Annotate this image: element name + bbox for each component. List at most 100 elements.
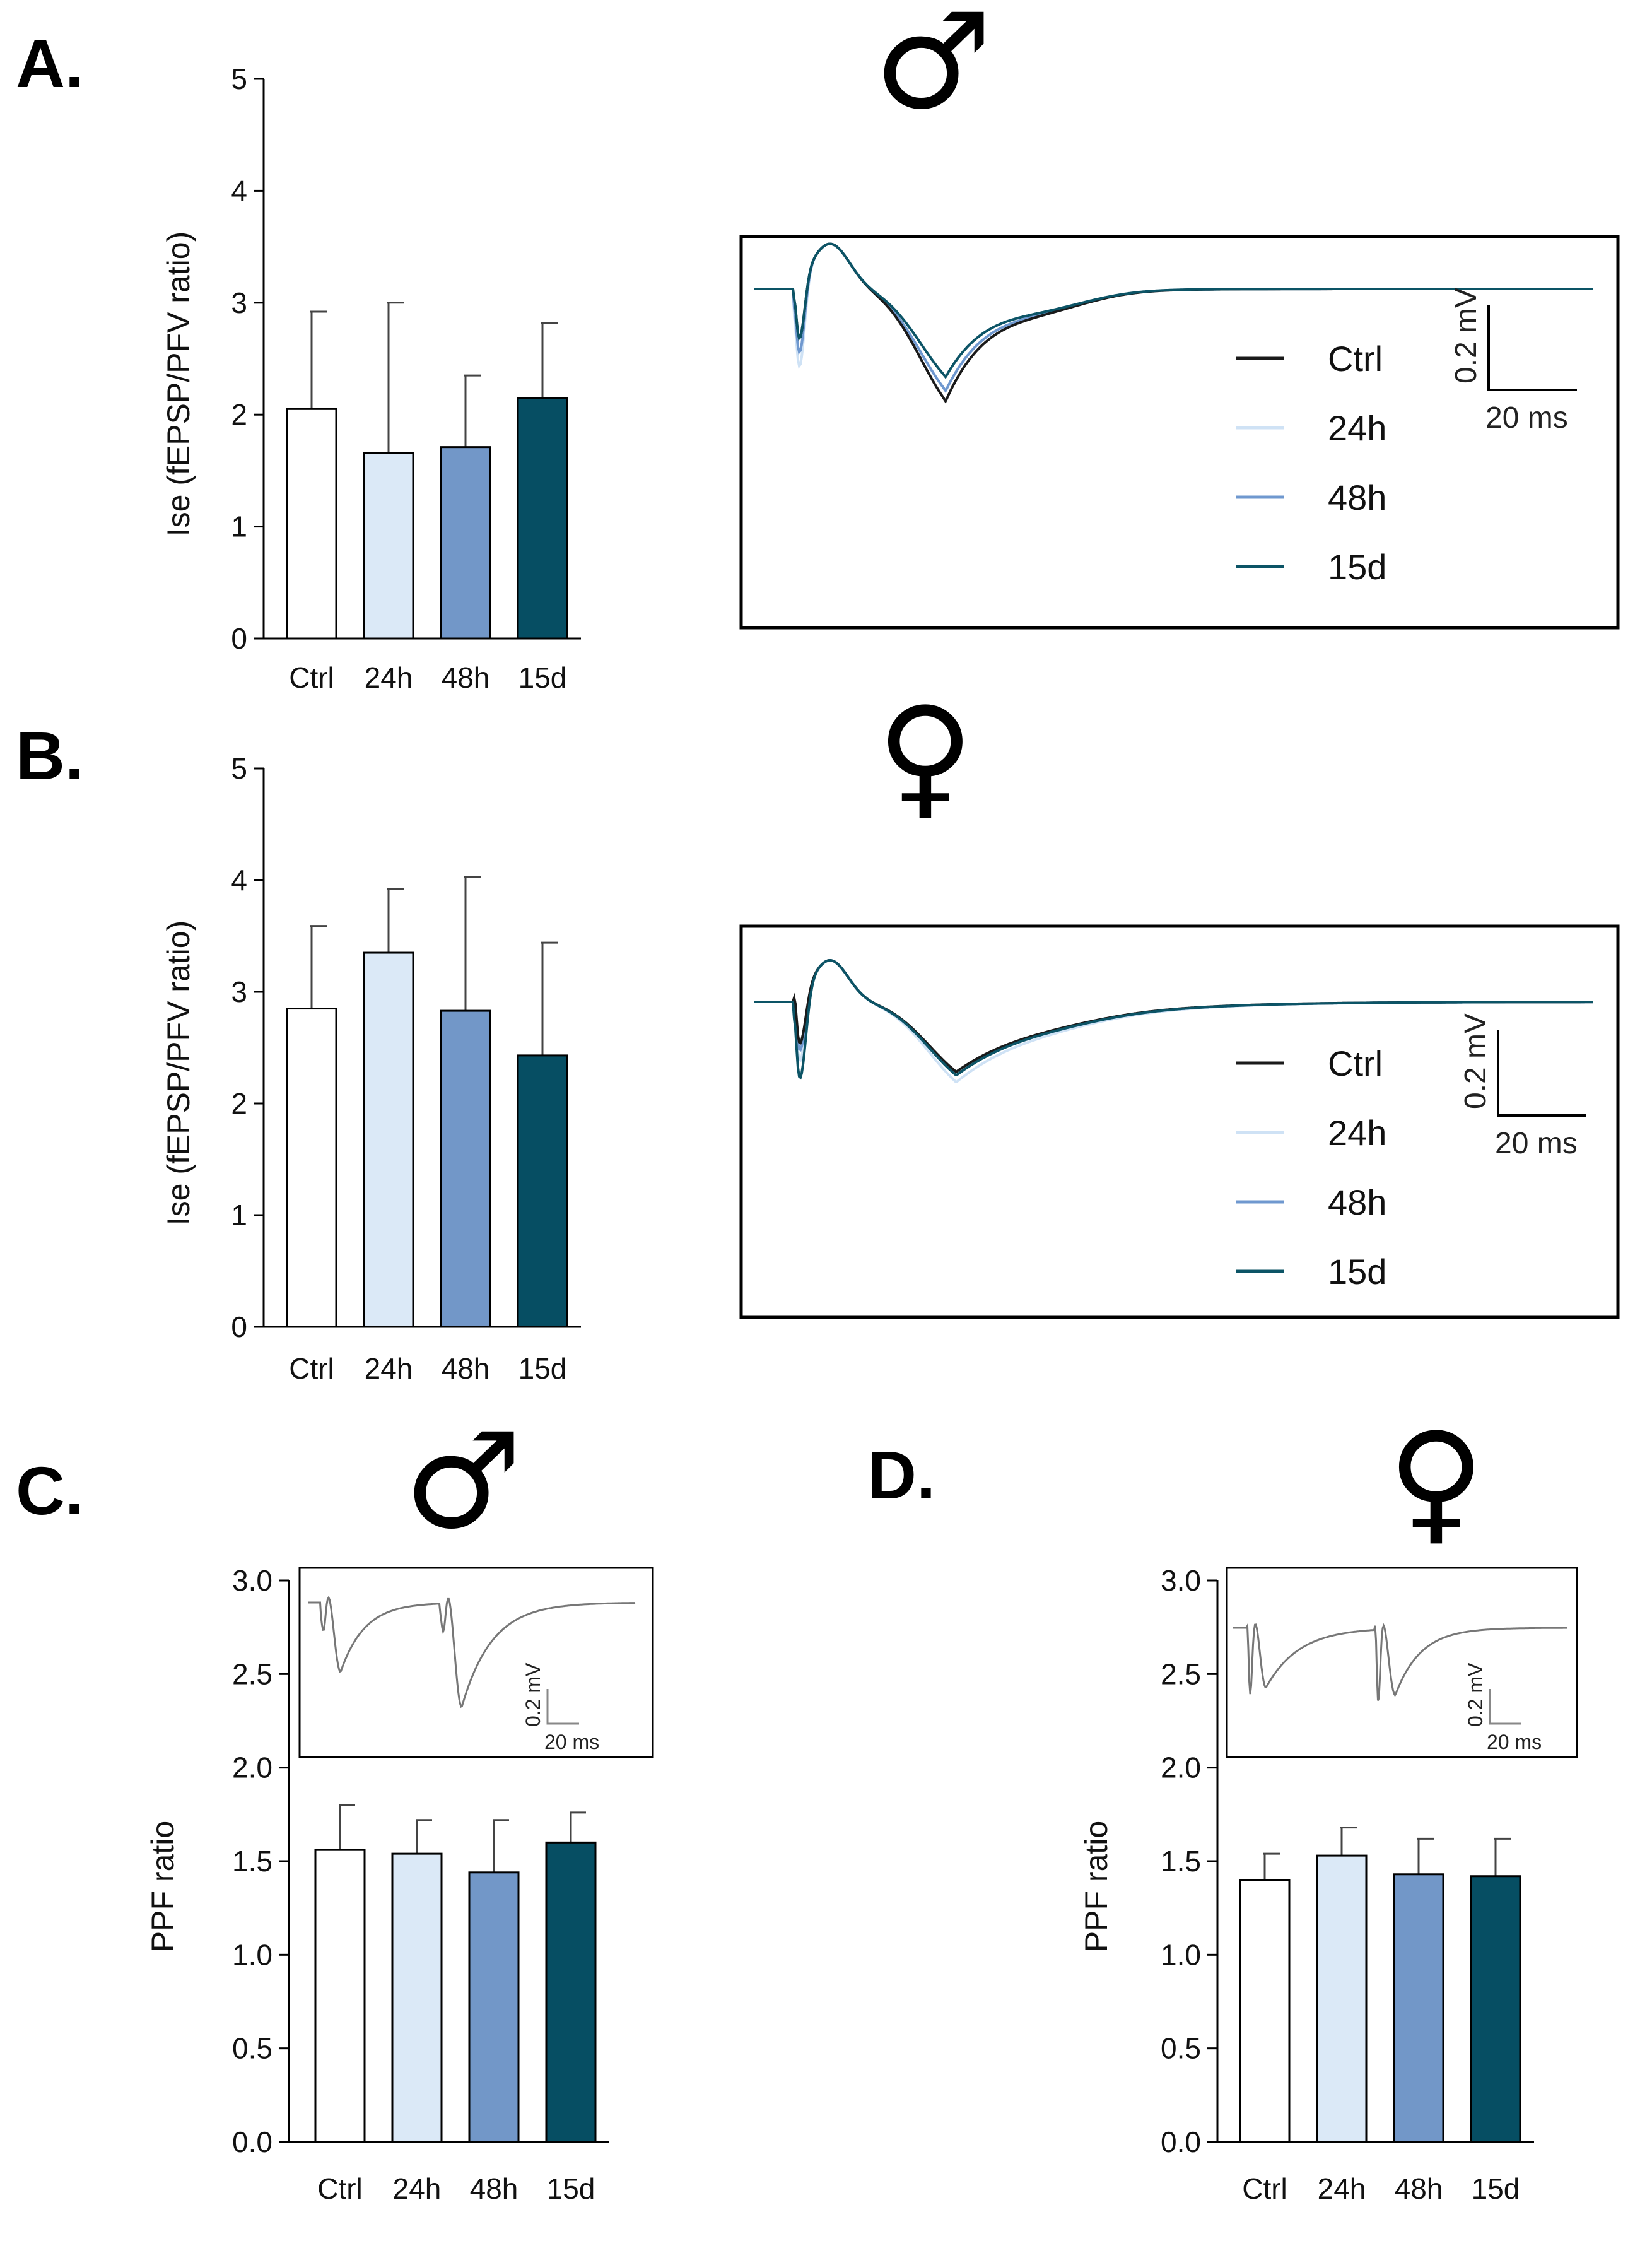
- x-tick-label: 24h: [1318, 2172, 1366, 2205]
- x-tick-label: 15d: [518, 661, 567, 694]
- male-symbol-a: ♂: [874, 0, 992, 139]
- y-axis-title: PPF ratio: [145, 1821, 180, 1952]
- trace-frame: [739, 924, 1620, 1319]
- trace-15d: [754, 958, 1593, 1080]
- x-tick-label: 15d: [547, 2172, 595, 2205]
- scale-time-label: 20 ms: [1485, 401, 1568, 435]
- legend-label-24h: 24h: [1328, 1113, 1386, 1153]
- y-tick-label: 1: [231, 510, 247, 543]
- panel-letter-a: A.: [16, 25, 84, 102]
- bar-15d: [545, 1841, 597, 2143]
- y-tick-label: 1.5: [1161, 1845, 1201, 1878]
- y-tick-label: 5: [231, 62, 247, 95]
- ppf-trace: [308, 1595, 636, 1709]
- y-axis-title: Ise (fEPSP/PFV ratio): [161, 232, 196, 536]
- y-tick-label: 2.5: [232, 1657, 272, 1690]
- x-tick-label: Ctrl: [289, 1352, 334, 1385]
- y-tick-label: 2.0: [232, 1751, 272, 1784]
- x-tick-label: 48h: [442, 1352, 490, 1385]
- scale-time-label: 20 ms: [1495, 1127, 1578, 1160]
- x-tick-label: 48h: [1395, 2172, 1443, 2205]
- y-tick-label: 0.5: [1161, 2032, 1201, 2065]
- bar-24h: [1316, 1854, 1368, 2143]
- male-symbol-c: ♂: [404, 1404, 522, 1558]
- legend-label-48h: 48h: [1328, 1182, 1386, 1222]
- x-tick-label: 15d: [1472, 2172, 1520, 2205]
- bar-48h: [440, 446, 491, 640]
- y-tick-label: 1.0: [232, 1938, 272, 1971]
- scale-voltage-label: 0.2 mV: [1459, 1013, 1492, 1109]
- x-tick-label: Ctrl: [317, 2172, 363, 2205]
- y-tick-label: 2: [231, 398, 247, 431]
- inset-scale-bar: [1489, 1689, 1521, 1725]
- bar-48h: [468, 1871, 520, 2143]
- scale-bar: [1497, 1030, 1586, 1117]
- bar-chart-c: Ctrl 24h 48h 15d 0.0 0.5 1.0 1.5 2.0 2.5 3.0 PPF ra…: [145, 1564, 609, 2205]
- bar-chart-a: Ctrl 24h 48h 15d 0 1 2 3 4 5 Ise (fEPSP/PFV ratio): [161, 62, 581, 694]
- y-tick-label: 4: [231, 864, 247, 897]
- bar-ctrl: [1239, 1879, 1291, 2143]
- y-tick-label: 1.5: [232, 1845, 272, 1878]
- y-tick-label: 3.0: [232, 1564, 272, 1597]
- trace-15d: [754, 242, 1593, 379]
- y-tick-label: 0: [231, 622, 247, 655]
- inset-scale-voltage-label: 0.2 mV: [1464, 1662, 1487, 1727]
- x-tick-label: 15d: [518, 1352, 567, 1385]
- y-tick-label: 2.5: [1161, 1657, 1201, 1690]
- y-tick-label: 0.0: [232, 2126, 272, 2158]
- bar-ctrl: [314, 1849, 366, 2143]
- y-axis-title: Ise (fEPSP/PFV ratio): [161, 921, 196, 1225]
- inset-frame: [298, 1567, 654, 1758]
- bar-chart-b: Ctrl 24h 48h 15d 0 1 2 3 4 5 Ise (fEPSP/PFV ratio): [161, 752, 581, 1385]
- x-tick-label: 24h: [393, 2172, 442, 2205]
- scale-voltage-label: 0.2 mV: [1450, 288, 1483, 384]
- x-tick-label: Ctrl: [289, 661, 334, 694]
- bar-24h: [391, 1852, 443, 2143]
- bar-15d: [1470, 1875, 1521, 2143]
- inset-scale-voltage-label: 0.2 mV: [522, 1662, 544, 1727]
- bar-24h: [363, 452, 414, 640]
- legend-label-24h: 24h: [1328, 408, 1386, 448]
- y-tick-label: 0.0: [1161, 2126, 1201, 2158]
- legend-label-15d: 15d: [1328, 1252, 1386, 1291]
- inset-scale-bar: [546, 1689, 579, 1725]
- legend-label-48h: 48h: [1328, 478, 1386, 517]
- ppf-trace: [1233, 1622, 1567, 1701]
- bar-15d: [517, 1054, 568, 1328]
- legend-label-15d: 15d: [1328, 547, 1386, 587]
- panel-letter-c: C.: [16, 1452, 84, 1529]
- female-symbol-b: ♀: [877, 678, 974, 833]
- x-tick-label: Ctrl: [1242, 2172, 1287, 2205]
- y-tick-label: 2: [231, 1087, 247, 1120]
- y-tick-label: 4: [231, 174, 247, 207]
- y-tick-label: 0: [231, 1310, 247, 1343]
- bar-48h: [440, 1009, 491, 1328]
- y-tick-label: 0.5: [232, 2032, 272, 2065]
- female-symbol-d: ♀: [1388, 1404, 1485, 1558]
- bar-ctrl: [286, 408, 337, 640]
- bar-ctrl: [286, 1008, 337, 1328]
- bar-48h: [1393, 1873, 1444, 2143]
- inset-scale-time-label: 20 ms: [1487, 1731, 1542, 1753]
- bar-24h: [363, 951, 414, 1328]
- y-tick-label: 5: [231, 752, 247, 785]
- y-tick-label: 1: [231, 1199, 247, 1232]
- y-axis-title: PPF ratio: [1079, 1821, 1114, 1952]
- legend-label-ctrl: Ctrl: [1328, 1044, 1383, 1083]
- legend-label-ctrl: Ctrl: [1328, 339, 1383, 379]
- y-tick-label: 1.0: [1161, 1938, 1201, 1971]
- x-tick-label: 24h: [365, 661, 413, 694]
- y-tick-label: 3: [231, 975, 247, 1008]
- y-tick-label: 2.0: [1161, 1751, 1201, 1784]
- bar-15d: [517, 397, 568, 640]
- x-tick-label: 24h: [365, 1352, 413, 1385]
- scale-bar: [1487, 305, 1577, 391]
- y-tick-label: 3: [231, 286, 247, 319]
- inset-frame: [1226, 1567, 1578, 1758]
- x-tick-label: 48h: [470, 2172, 518, 2205]
